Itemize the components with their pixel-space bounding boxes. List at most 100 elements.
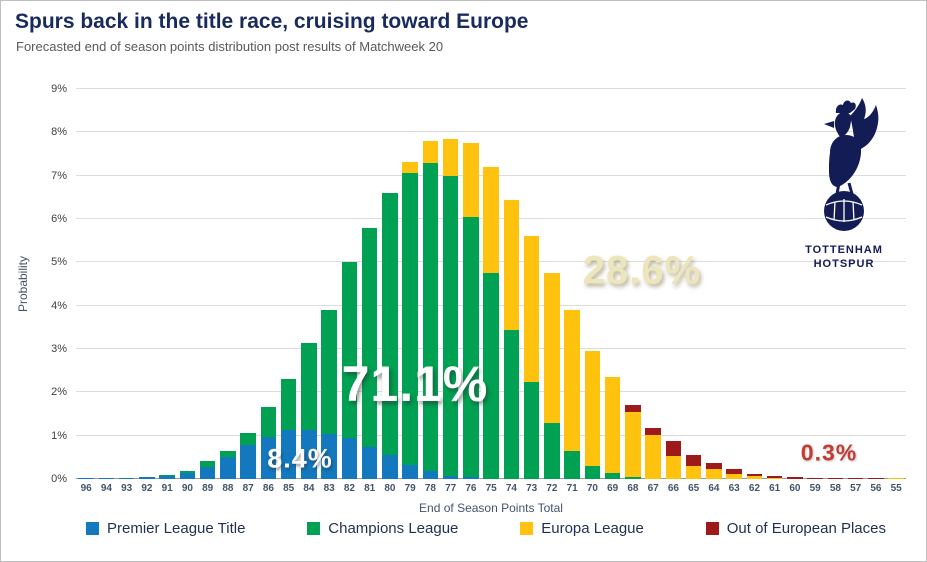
bar-segment	[98, 477, 115, 479]
x-tick-label: 86	[262, 483, 274, 494]
bar-segment	[382, 455, 398, 479]
bar-segment	[422, 471, 439, 479]
bar-segment	[179, 470, 196, 473]
x-tick-label: 55	[890, 483, 902, 494]
x-tick-label: 59	[809, 483, 821, 494]
bar-stack	[422, 89, 439, 479]
x-tick-label: 71	[566, 483, 578, 494]
bar-segment	[685, 455, 702, 466]
x-tick-label: 67	[647, 483, 659, 494]
bar-segment	[685, 466, 702, 479]
x-axis-title: End of Season Points Total	[419, 501, 563, 515]
legend-item: Premier League Title	[86, 520, 245, 537]
y-tick-label: 3%	[51, 343, 67, 356]
bar-stack	[240, 89, 256, 479]
x-tick-label: 81	[364, 483, 376, 494]
bar-stack	[503, 89, 520, 479]
bar-segment	[807, 478, 823, 479]
bar-60	[785, 89, 805, 479]
x-tick-label: 61	[769, 483, 781, 494]
bar-segment	[422, 141, 439, 163]
bar-segment	[523, 236, 540, 382]
bar-stack	[301, 89, 317, 479]
bar-segment	[240, 433, 256, 446]
bar-segment	[604, 473, 621, 479]
bar-segment	[280, 430, 297, 479]
bar-stack	[260, 89, 277, 479]
bar-stack	[523, 89, 540, 479]
annotation-champions-league: 71.1%	[341, 356, 489, 412]
bar-stack	[280, 89, 297, 479]
bar-71	[562, 89, 582, 479]
bar-86	[258, 89, 278, 479]
bar-segment	[665, 440, 682, 457]
legend-swatch-icon	[520, 522, 534, 535]
chart-title: Spurs back in the title race, cruising t…	[15, 10, 529, 33]
club-crest: TOTTENHAM HOTSPUR	[791, 93, 896, 288]
bar-segment	[402, 161, 418, 173]
x-tick-label: 87	[242, 483, 254, 494]
bar-83	[319, 89, 339, 479]
y-tick-label: 0%	[51, 473, 67, 485]
bar-segment	[382, 193, 398, 456]
gridline	[76, 88, 906, 89]
bar-segment	[321, 310, 337, 434]
bar-segment	[220, 457, 236, 479]
bar-stack	[746, 89, 763, 479]
x-tick-label: 85	[283, 483, 295, 494]
bar-segment	[199, 466, 216, 479]
legend-item: Out of European Places	[705, 520, 886, 537]
x-tick-label: 84	[303, 483, 315, 494]
x-tick-label: 65	[688, 483, 700, 494]
bar-76	[461, 89, 481, 479]
bar-segment	[625, 411, 641, 477]
bar-segment	[604, 377, 621, 474]
bar-stack	[665, 89, 682, 479]
bar-segment	[787, 476, 803, 479]
x-axis-labels: 96 94 93 92 91 90 89 88 87 86 85 84 83 82 81 80 79 78 77 76…	[76, 483, 906, 494]
bar-segment	[361, 227, 378, 447]
chart-subtitle: Forecasted end of season points distribu…	[16, 39, 444, 54]
bar-segment	[301, 342, 317, 431]
bar-84	[299, 89, 319, 479]
bar-85	[279, 89, 299, 479]
bar-segment	[402, 172, 418, 466]
bar-segment	[706, 463, 722, 470]
bar-79	[400, 89, 420, 479]
x-tick-label: 92	[141, 483, 153, 494]
bar-stack	[584, 89, 601, 479]
bar-stack	[726, 89, 742, 479]
bar-57	[846, 89, 866, 479]
bar-stack	[888, 89, 904, 479]
bar-stack	[341, 89, 358, 479]
y-tick-label: 2%	[51, 386, 67, 399]
x-tick-label: 94	[100, 483, 112, 494]
bar-segment	[746, 473, 763, 476]
bar-segment	[402, 465, 418, 479]
bar-segment	[422, 162, 439, 472]
x-tick-label: 56	[870, 483, 882, 494]
bar-64	[704, 89, 724, 479]
bar-segment	[544, 273, 560, 423]
bar-segment	[341, 262, 358, 438]
x-tick-label: 76	[465, 483, 477, 494]
y-axis-title: Probability	[16, 255, 30, 313]
x-tick-label: 64	[708, 483, 720, 494]
bar-segment	[544, 422, 560, 479]
legend-item: Europa League	[520, 520, 644, 537]
bar-segment	[625, 476, 641, 479]
bar-82	[339, 89, 359, 479]
bar-62	[744, 89, 764, 479]
bar-segment	[361, 446, 378, 479]
bar-segment	[665, 456, 682, 479]
bar-segment	[584, 466, 601, 479]
bar-stack	[604, 89, 621, 479]
bar-segment	[260, 407, 277, 437]
bar-stack	[827, 89, 844, 479]
club-name-line2: HOTSPUR	[813, 258, 874, 270]
bar-segment	[240, 445, 256, 479]
bar-80	[380, 89, 400, 479]
y-tick-label: 6%	[51, 213, 67, 226]
x-tick-label: 77	[445, 483, 457, 494]
